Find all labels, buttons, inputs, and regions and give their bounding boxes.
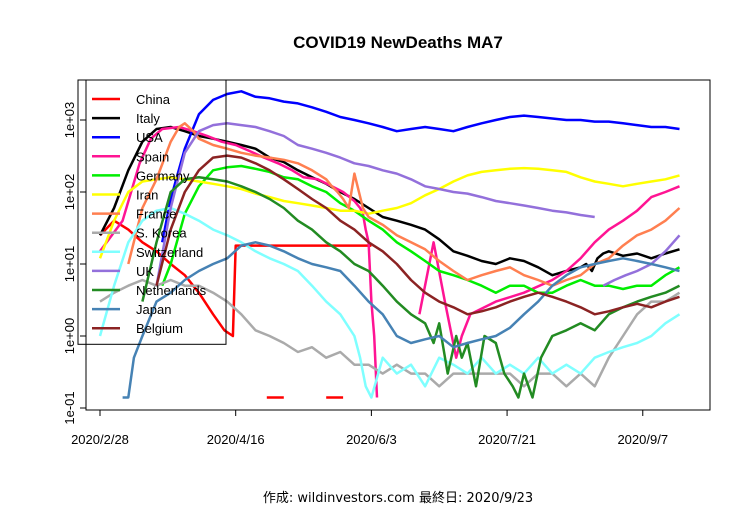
series-line-netherlands-14 bbox=[141, 176, 681, 399]
series-line-spain-6 bbox=[418, 185, 680, 359]
legend: China Italy USA Spain Germany Iran France S. Ko… bbox=[77, 79, 227, 345]
legend-label: France bbox=[136, 207, 176, 222]
y-tick-label: 1e+01 bbox=[62, 246, 77, 283]
legend-label: Spain bbox=[136, 149, 169, 164]
legend-box bbox=[77, 79, 227, 345]
y-tick-label: 1e-01 bbox=[62, 391, 77, 424]
series-line-spain-5 bbox=[98, 125, 379, 398]
legend-label: Belgium bbox=[136, 321, 183, 336]
y-tick-label: 1e+03 bbox=[62, 102, 77, 139]
series-line-japan-15 bbox=[122, 241, 680, 399]
legend-label: UK bbox=[136, 264, 154, 279]
legend-label: S. Korea bbox=[136, 226, 187, 241]
series-layer bbox=[98, 90, 681, 399]
series-line-switzerland-11 bbox=[98, 206, 681, 399]
x-tick-label: 2020/6/3 bbox=[346, 432, 397, 447]
legend-label: Netherlands bbox=[136, 283, 207, 298]
legend-label: Japan bbox=[136, 302, 171, 317]
x-tick-label: 2020/2/28 bbox=[71, 432, 129, 447]
legend-label: USA bbox=[136, 130, 163, 145]
series-line-uk-13 bbox=[602, 234, 681, 287]
y-tick-label: 1e+02 bbox=[62, 174, 77, 211]
series-line-germany-7 bbox=[161, 164, 681, 294]
x-tick-label: 2020/4/16 bbox=[207, 432, 265, 447]
series-line-iran-8 bbox=[98, 166, 680, 259]
x-axis: 2020/2/28 2020/4/16 2020/6/3 2020/7/21 2020/… bbox=[71, 409, 668, 447]
legend-label: Switzerland bbox=[136, 245, 203, 260]
series-line-s-korea-10 bbox=[99, 278, 681, 388]
y-tick-label: 1e+00 bbox=[62, 318, 77, 355]
series-line-china-0 bbox=[99, 219, 372, 338]
footer-text: 作成: wildinvestors.com 最終日: 2020/9/23 bbox=[263, 490, 533, 506]
x-tick-label: 2020/7/21 bbox=[478, 432, 536, 447]
y-axis: 1e-01 1e+00 1e+01 1e+02 1e+03 bbox=[62, 102, 87, 425]
legend-label: Italy bbox=[136, 111, 160, 126]
legend-label: Iran bbox=[136, 188, 158, 203]
series-line-uk-12 bbox=[155, 122, 595, 286]
legend-label: China bbox=[136, 92, 171, 107]
x-tick-label: 2020/9/7 bbox=[617, 432, 668, 447]
legend-label: Germany bbox=[136, 168, 190, 183]
series-line-belgium-16 bbox=[155, 154, 680, 316]
chart-title: COVID19 NewDeaths MA7 bbox=[293, 33, 503, 52]
series-line-usa-4 bbox=[160, 90, 680, 243]
series-line-france-9 bbox=[127, 122, 681, 287]
